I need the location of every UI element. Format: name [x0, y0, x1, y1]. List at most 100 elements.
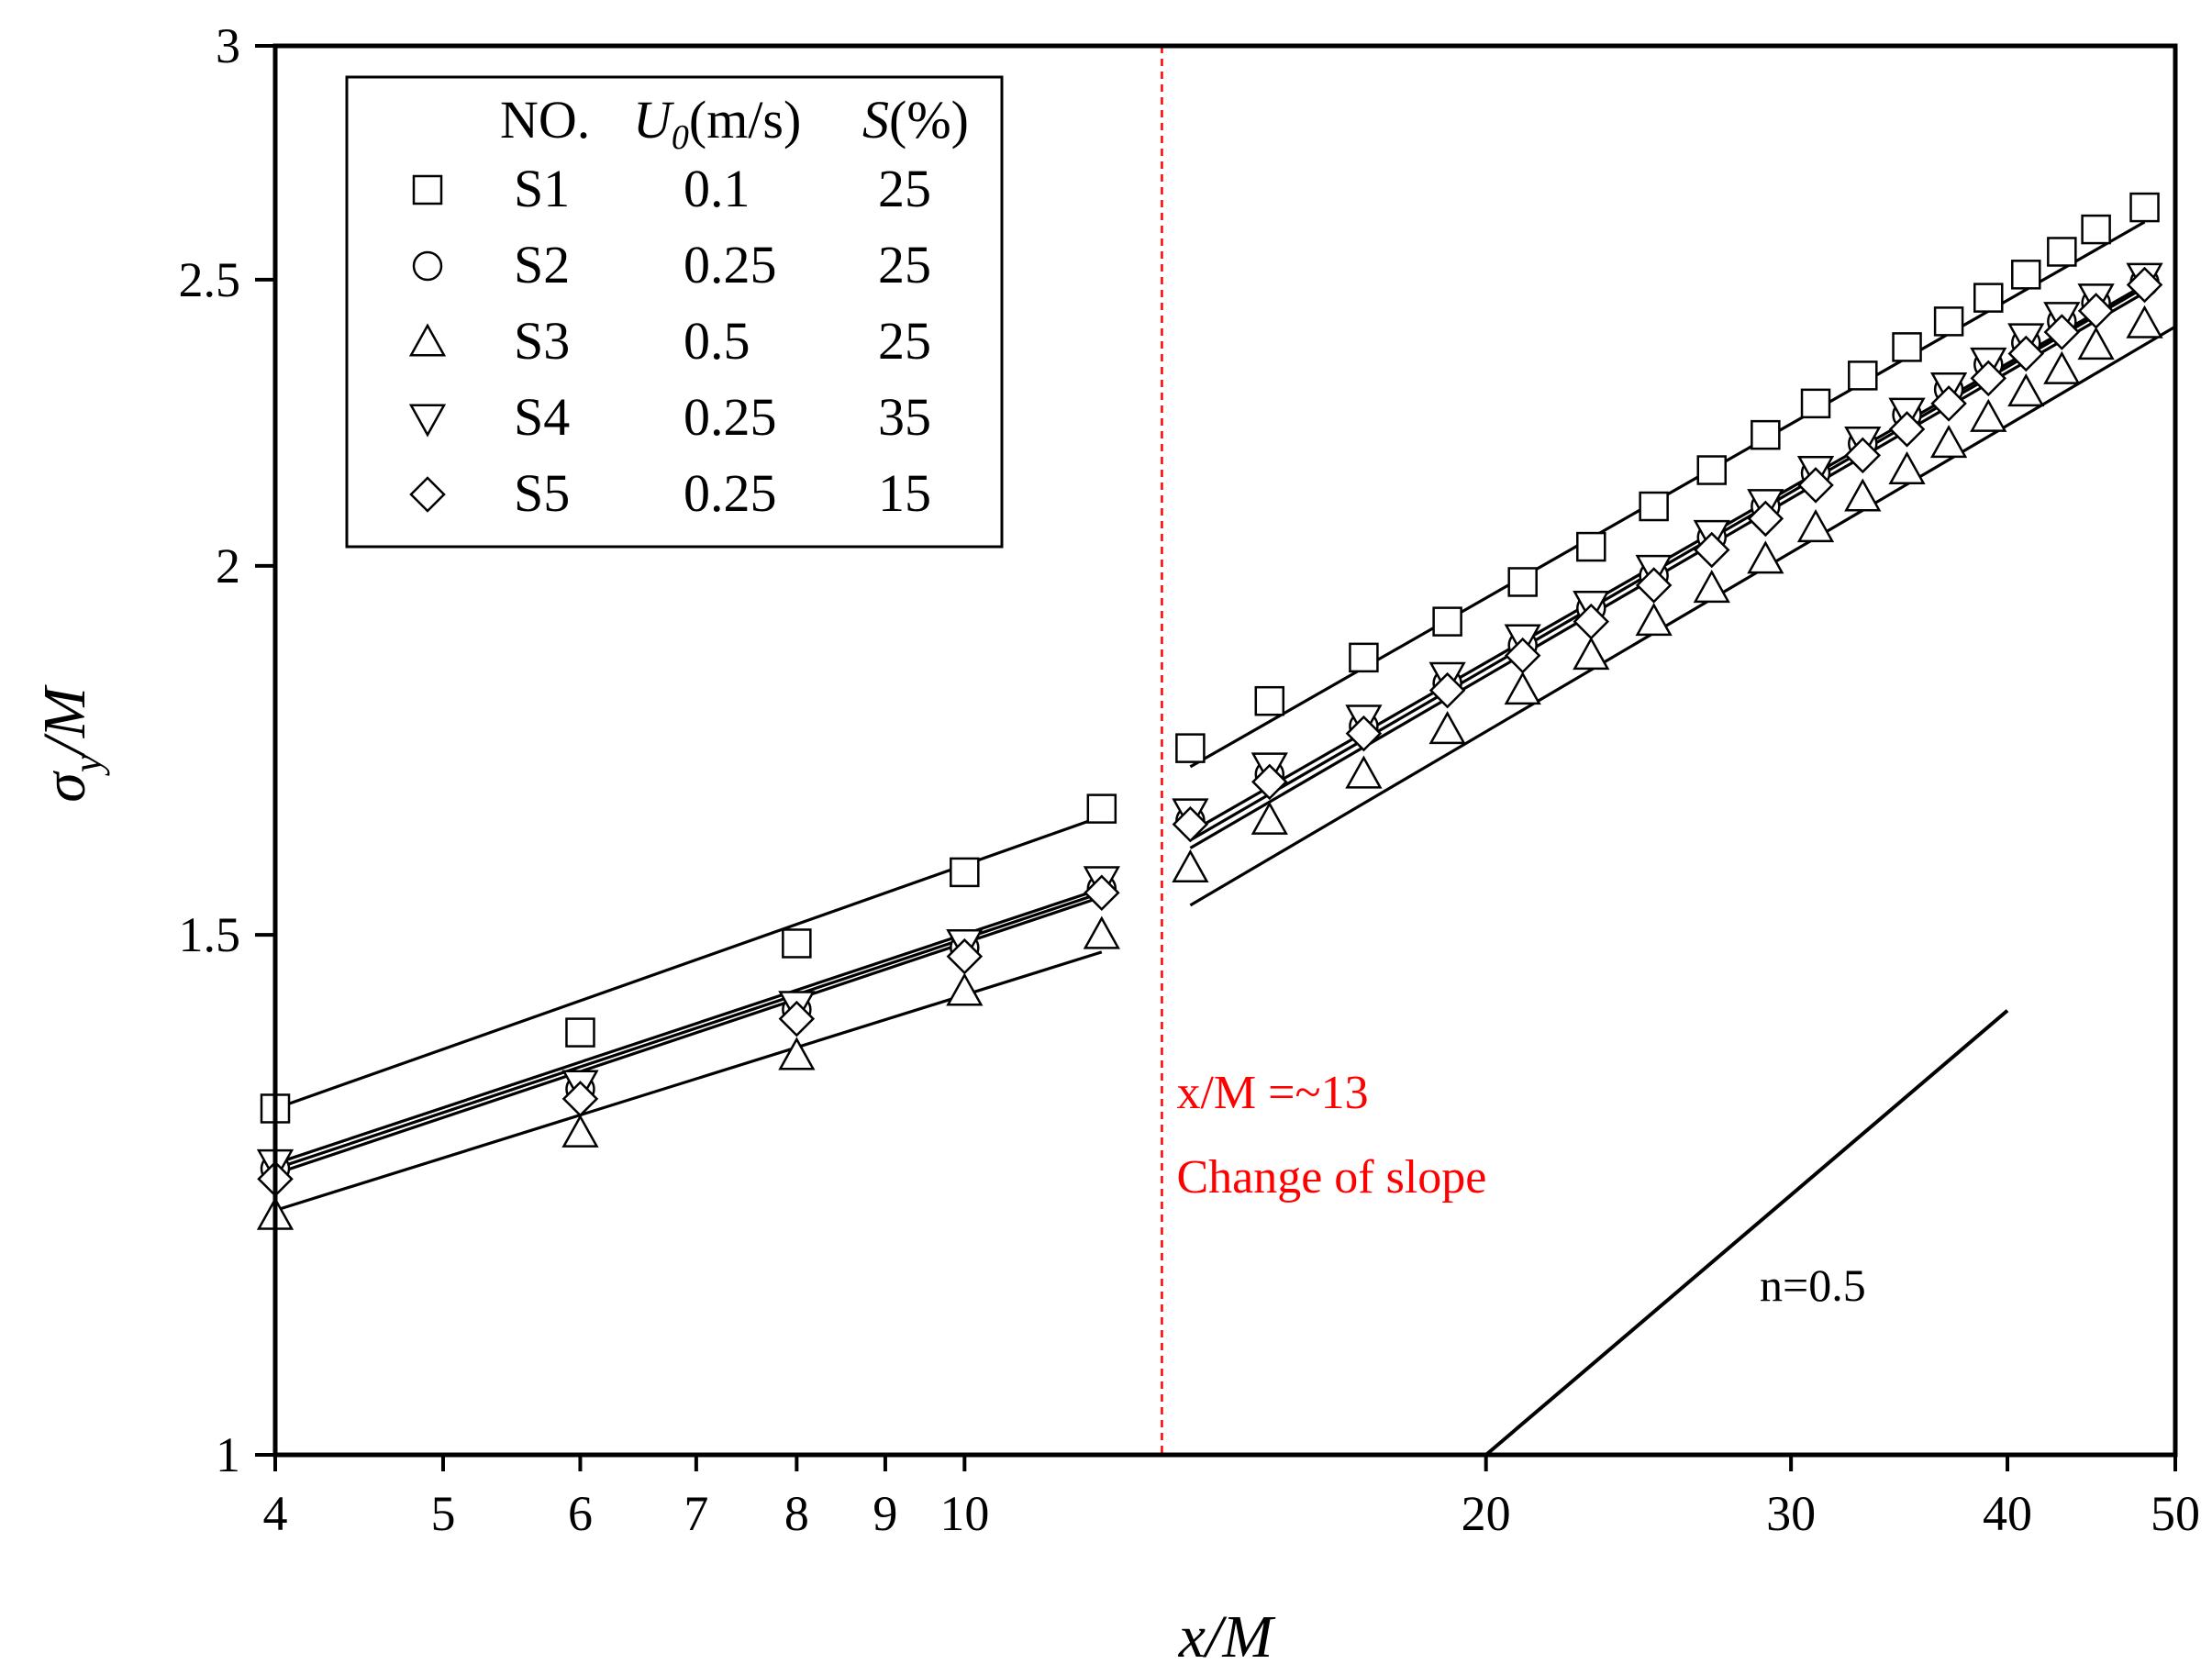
x-tick-label: 4 [263, 1486, 288, 1541]
s1-data-point [1848, 361, 1878, 391]
s1-data-point [1349, 642, 1379, 673]
s5-data-point [2007, 335, 2045, 372]
s3-data-point [1635, 603, 1673, 637]
s3-data-point [1844, 478, 1882, 512]
s1-data-point [1751, 419, 1781, 450]
annotations: x/M =~13 Change of slope n=0.5 [1161, 46, 2009, 1457]
s5-data-point [1635, 567, 1673, 604]
s5-data-point [1251, 763, 1288, 801]
y-tick-label: 2 [216, 538, 240, 593]
s5-data-point [1693, 531, 1730, 569]
s1-data-point [1507, 567, 1538, 597]
s5-data-point [2077, 293, 2115, 329]
s3-data-point [1693, 570, 1730, 604]
s5-data-point [1573, 603, 1610, 640]
y-tick-label: 2.5 [179, 252, 241, 307]
data-markers [256, 192, 2163, 1230]
x-tick-label: 6 [568, 1486, 593, 1541]
s5-data-point [1970, 360, 2007, 397]
s1-data-point [1576, 531, 1606, 562]
x-tick-label: 7 [684, 1486, 708, 1541]
legend-series-name: S3 [514, 311, 570, 371]
x-axis-title: x/M [1178, 1603, 1277, 1670]
s5-data-point [2043, 314, 2081, 350]
s1-data-point [1892, 332, 1922, 362]
s3-data-point [2043, 350, 2081, 384]
y-tick-label: 3 [216, 18, 240, 73]
legend-u0-value: 0.5 [684, 311, 750, 371]
slope-change-value-label: x/M =~13 [1176, 1067, 1368, 1119]
legend-u0-value: 0.25 [684, 387, 777, 447]
s3-fit-far-line [1189, 325, 2176, 907]
x-tick-label: 5 [430, 1486, 455, 1541]
legend-s-value: 25 [878, 235, 931, 294]
s1-data-point [1696, 455, 1728, 485]
s5-data-point [1797, 467, 1834, 504]
s3-data-point [1345, 755, 1383, 789]
legend-s-value: 15 [878, 463, 931, 523]
legend-u0-value: 0.25 [684, 463, 777, 523]
x-tick-label: 10 [939, 1486, 989, 1541]
s1-data-point [1639, 491, 1669, 522]
legend-s-value: 25 [878, 311, 931, 371]
s5-data-point [1428, 671, 1466, 709]
legend-header-u0: U0(m/s) [633, 90, 801, 157]
s5-data-point [1345, 715, 1383, 752]
s1-data-point [782, 928, 812, 959]
s3-data-point [1796, 509, 1835, 543]
s1-data-point [2081, 214, 2111, 245]
s1-data-point [2011, 260, 2041, 290]
legend-series-name: S2 [514, 235, 570, 294]
legend-marker [408, 323, 447, 357]
slope-change-text-label: Change of slope [1176, 1151, 1486, 1204]
legend-box [345, 75, 1004, 549]
y-axis-title: σy/M [31, 683, 110, 802]
s1-data-point [1973, 283, 2004, 313]
s3-data-point [1929, 425, 1968, 459]
s5-data-point [561, 1081, 599, 1117]
s1-data-point [1086, 793, 1117, 824]
s5-data-point [1888, 411, 1926, 448]
legend-series-name: S5 [514, 463, 570, 523]
s3-data-point [1251, 801, 1288, 835]
x-tick-label: 8 [784, 1486, 809, 1541]
legend-series-name: S4 [514, 387, 570, 447]
s1-data-point [2129, 192, 2160, 223]
s5-data-point [2126, 266, 2163, 304]
s3-data-point [778, 1037, 816, 1070]
legend-series-name: S1 [514, 159, 570, 218]
s3-data-point [1428, 711, 1466, 745]
x-tick-label: 40 [1983, 1486, 2032, 1541]
legend-s-value: 35 [878, 387, 931, 447]
s3-data-point [946, 972, 984, 1006]
s5-data-point [1172, 805, 1209, 843]
legend-marker [408, 404, 447, 438]
legend-marker [412, 174, 443, 205]
s3-data-point [2077, 327, 2115, 361]
s5-data-point [1844, 437, 1882, 474]
x-tick-label: 30 [1766, 1486, 1816, 1541]
s3-data-point [2126, 305, 2163, 338]
legend-marker [412, 250, 443, 282]
s3-data-point [1172, 849, 1209, 882]
legend-rows: S1 0.1 25 S2 0.25 25 S3 0.5 25 S4 0.25 35 S5 0.25 15 [408, 159, 931, 523]
reference-slope-label: n=0.5 [1760, 1259, 1866, 1311]
s5-data-point [946, 937, 984, 975]
reference-slope-line [1484, 1009, 2009, 1457]
s3-data-point [1504, 671, 1541, 705]
x-tick-label: 50 [2151, 1486, 2200, 1541]
s3-data-point [561, 1114, 599, 1148]
legend-header-s: S(%) [862, 90, 969, 150]
s1-data-point [2047, 237, 2077, 267]
x-tick-label: 9 [873, 1486, 897, 1541]
s3-data-point [1888, 450, 1926, 485]
s1-data-point [950, 857, 980, 888]
s1-data-point [1175, 733, 1206, 763]
s5-data-point [778, 1000, 816, 1037]
s3-data-point [1573, 637, 1610, 671]
y-tick-label: 1 [216, 1427, 240, 1482]
axis-ticks: 4 5 6 7 8 9 10 20 30 40 50 1 1.5 2 2.5 3 [179, 18, 2201, 1541]
s1-data-point [1432, 606, 1462, 637]
